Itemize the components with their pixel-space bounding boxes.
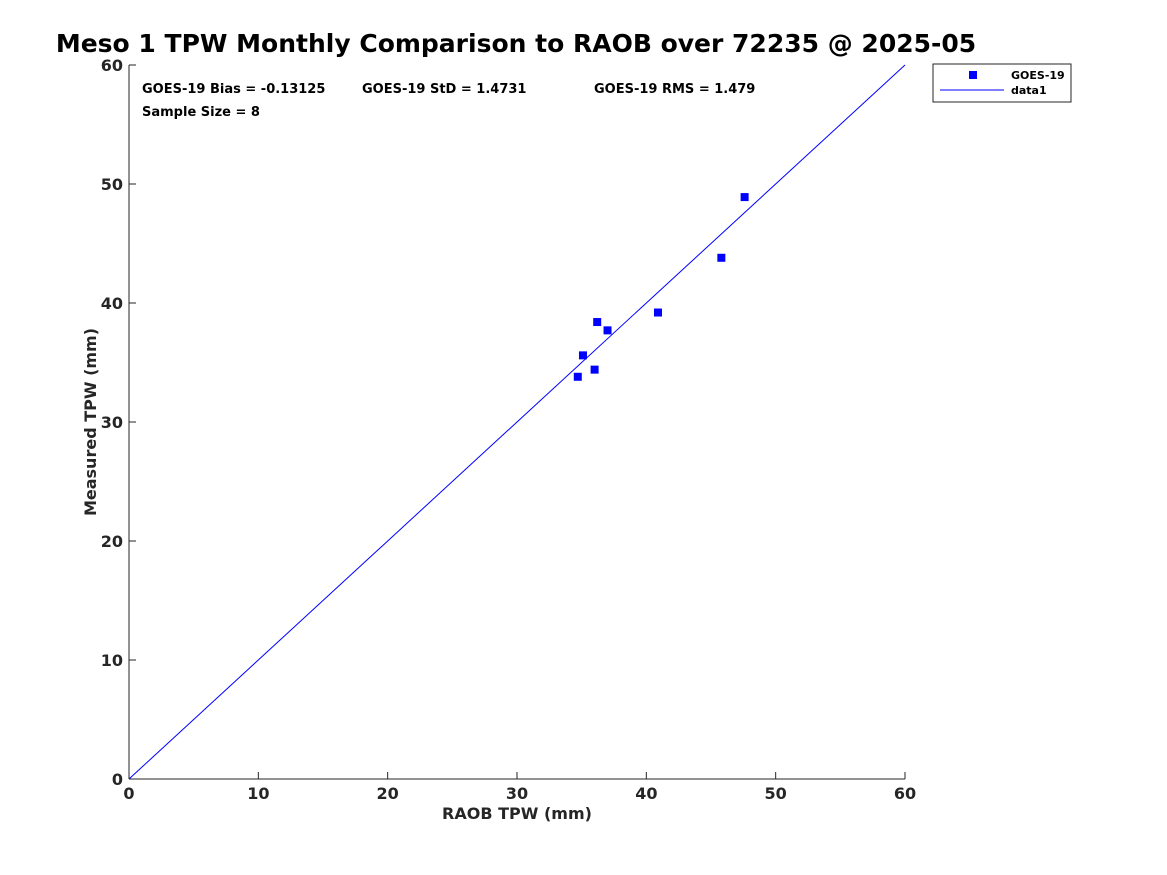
- legend-label-goes19: GOES-19: [1011, 69, 1065, 82]
- x-tick-label: 30: [506, 784, 528, 803]
- y-tick-label: 20: [101, 532, 123, 551]
- legend-marker-goes19: [969, 71, 977, 79]
- x-tick-label: 40: [635, 784, 657, 803]
- x-ticks: 0 10 20 30 40 50 60: [123, 772, 916, 803]
- y-tick-label: 0: [112, 770, 123, 789]
- y-axis-label: Measured TPW (mm): [81, 328, 100, 516]
- y-tick-label: 10: [101, 651, 123, 670]
- y-ticks: 0 10 20 30 40 50 60: [101, 56, 136, 789]
- data-point: [653, 308, 662, 317]
- bias-annotation: GOES-19 Bias = -0.13125: [142, 82, 325, 97]
- plot-area: [128, 64, 906, 780]
- data-point: [717, 253, 726, 262]
- series-line-data1: [128, 64, 906, 780]
- legend-label-data1: data1: [1011, 84, 1047, 97]
- x-tick-label: 10: [247, 784, 269, 803]
- x-tick-label: 0: [123, 784, 134, 803]
- legend-box: [932, 63, 1072, 103]
- y-tick-label: 30: [101, 413, 123, 432]
- data-point: [603, 326, 612, 335]
- data-point: [590, 365, 599, 374]
- data-point: [573, 372, 582, 381]
- std-annotation: GOES-19 StD = 1.4731: [362, 82, 526, 97]
- rms-annotation: GOES-19 RMS = 1.479: [594, 82, 755, 97]
- data-point: [593, 318, 602, 327]
- x-tick-label: 60: [894, 784, 916, 803]
- y-tick-label: 50: [101, 175, 123, 194]
- x-axis-label: RAOB TPW (mm): [442, 804, 592, 823]
- chart-title: Meso 1 TPW Monthly Comparison to RAOB ov…: [56, 29, 976, 58]
- y-tick-label: 60: [101, 56, 123, 75]
- y-tick-label: 40: [101, 294, 123, 313]
- sample-size-annotation: Sample Size = 8: [142, 105, 260, 120]
- data-point: [740, 193, 749, 202]
- x-tick-label: 20: [377, 784, 399, 803]
- legend: GOES-19 data1: [932, 63, 1072, 103]
- data-point: [578, 351, 587, 360]
- x-tick-label: 50: [765, 784, 787, 803]
